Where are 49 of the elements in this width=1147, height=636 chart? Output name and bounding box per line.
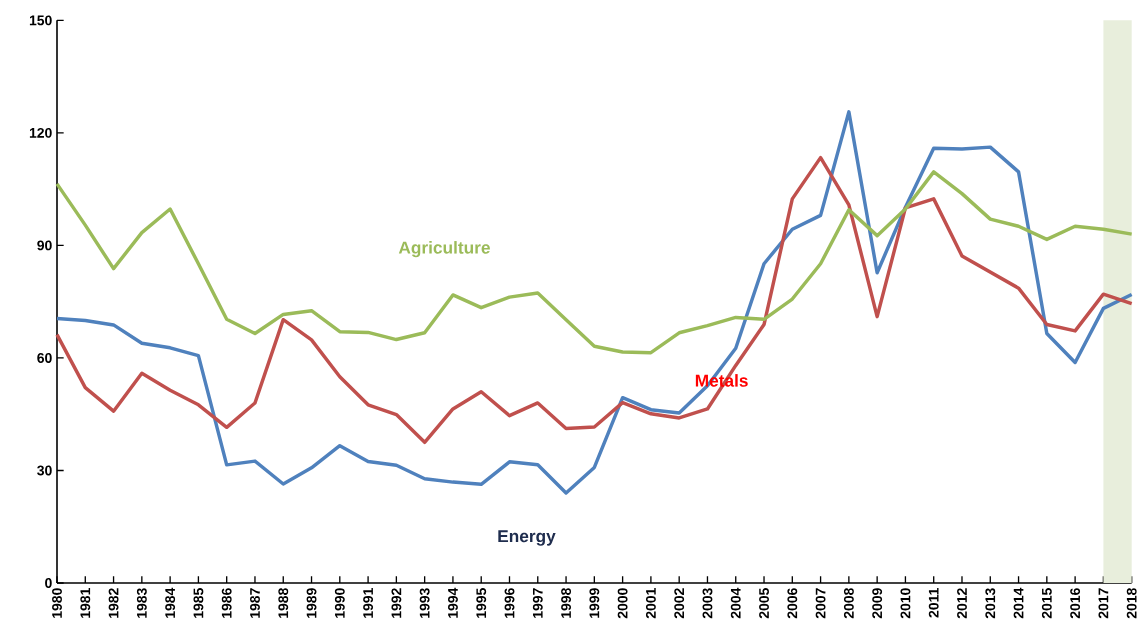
y-tick-label: 0 <box>45 578 52 588</box>
x-tick-label: 2018 <box>1126 588 1137 619</box>
text: Agriculture <box>398 241 490 258</box>
x-tick-label: 1983 <box>136 588 147 618</box>
line-series <box>55 170 1134 355</box>
x-tick-label: 1998 <box>561 588 571 618</box>
x-tick-label: 2005 <box>759 588 769 619</box>
x-tick-label: 2013 <box>985 588 996 619</box>
x-tick-label: 2016 <box>1070 588 1081 619</box>
x-tick-label: 1982 <box>108 588 119 618</box>
y-tick-label: 150 <box>29 15 52 26</box>
x-tick-label: 2000 <box>617 588 628 619</box>
x-tick-label: 2007 <box>815 588 826 619</box>
x-tick-label: 1997 <box>532 588 543 618</box>
line-series <box>55 110 1134 495</box>
x-tick-label: 2002 <box>674 588 685 619</box>
x-tick-label: 1989 <box>306 588 317 618</box>
x-tick-label: 2009 <box>872 588 883 619</box>
x-tick-label: 2008 <box>843 588 854 619</box>
x-tick-label: 1980 <box>52 588 62 618</box>
x-tick-label: 2010 <box>900 588 911 619</box>
x-tick-label: 1993 <box>419 588 430 618</box>
x-tick-label: 2011 <box>928 588 939 618</box>
x-tick-label: 2004 <box>730 587 741 619</box>
x-tick-label: 2012 <box>957 588 967 619</box>
y-tick-label: 60 <box>37 353 52 363</box>
x-tick-label: 1981 <box>80 588 91 618</box>
x-tick-label: 1988 <box>278 588 289 618</box>
y-tick-label: 120 <box>29 127 52 138</box>
x-tick-label: 1994 <box>448 587 458 618</box>
x-tick-label: 1992 <box>391 588 402 618</box>
x-tick-label: 1995 <box>476 588 487 618</box>
x-tick-label: 1996 <box>504 588 515 618</box>
text: Energy <box>498 530 556 546</box>
x-tick-label: 2001 <box>645 588 656 619</box>
x-tick-label: 1999 <box>589 588 600 618</box>
x-tick-label: 2017 <box>1098 588 1109 619</box>
y-tick-label: 90 <box>37 240 52 251</box>
x-tick-label: 2015 <box>1041 588 1052 619</box>
x-tick-label: 1984 <box>165 587 176 618</box>
x-tick-label: 2014 <box>1013 587 1024 619</box>
x-tick-label: 1991 <box>363 588 374 618</box>
x-tick-label: 1985 <box>193 588 204 618</box>
x-tick-label: 2003 <box>702 588 713 619</box>
y-tick-label: 30 <box>37 465 52 476</box>
x-tick-label: 1986 <box>221 588 232 618</box>
x-tick-label: 1990 <box>334 588 345 618</box>
x-tick-label: 2006 <box>787 588 798 619</box>
x-tick-label: 1987 <box>250 588 260 618</box>
